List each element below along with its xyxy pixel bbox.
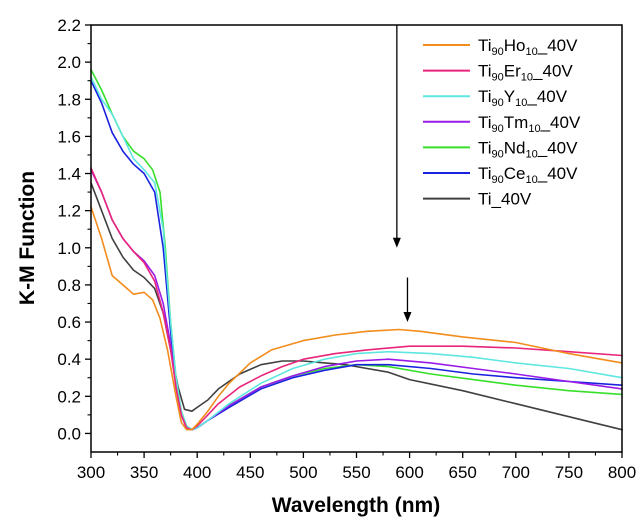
legend-subscript: 10 xyxy=(521,72,533,84)
y-tick-label: 0.2 xyxy=(57,387,81,406)
legend-text-part: Ti xyxy=(478,36,492,55)
x-tick-label: 450 xyxy=(236,463,264,482)
legend-subscript: 90 xyxy=(492,174,504,186)
legend: Ti90Ho10_40VTi90Er10_40VTi90Y10_40VTi90T… xyxy=(423,36,581,209)
arrow-layer xyxy=(392,25,412,323)
axis-layer: 300 350 400 450 500 550 600 650 700 750 800 0.0 0.2 0… xyxy=(57,16,636,482)
annotation-arrow-head-2 xyxy=(403,312,412,323)
legend-subscript: 10 xyxy=(526,46,538,58)
y-tick-label: 0.6 xyxy=(57,313,81,332)
x-tick-label: 350 xyxy=(130,463,158,482)
legend-subscript: 10 xyxy=(526,174,538,186)
legend-text-part: Ti xyxy=(478,87,492,106)
y-tick-label: 1.6 xyxy=(57,127,81,146)
x-tick-label: 650 xyxy=(449,463,477,482)
legend-text-part: Tm xyxy=(504,113,529,132)
legend-text-part: Ti xyxy=(478,164,492,183)
y-tick-label: 2.0 xyxy=(57,53,81,72)
series-layer xyxy=(90,68,623,431)
series-line-2 xyxy=(90,167,623,431)
x-tick-label: 800 xyxy=(608,463,636,482)
y-tick-label: 0.0 xyxy=(57,424,81,443)
legend-text-part: Ti xyxy=(478,113,492,132)
legend-text-part: Ti_40V xyxy=(478,190,532,209)
annotation-arrow-head-1 xyxy=(392,237,401,248)
legend-text-part: _40V xyxy=(540,113,581,132)
legend-text-part: _40V xyxy=(532,62,573,81)
x-tick-label: 500 xyxy=(289,463,317,482)
legend-subscript: 90 xyxy=(492,97,504,109)
legend-text-part: Ti xyxy=(478,138,492,157)
y-tick-label: 1.2 xyxy=(57,202,81,221)
x-tick-label: 750 xyxy=(555,463,583,482)
y-tick-label: 0.4 xyxy=(57,350,81,369)
legend-label-3: Ti90Y10_40V xyxy=(478,87,568,109)
legend-text-part: Ho xyxy=(504,36,526,55)
x-tick-label: 700 xyxy=(502,463,530,482)
y-tick-label: 1.8 xyxy=(57,90,81,109)
legend-text-part: Ce xyxy=(504,164,526,183)
legend-text-part: _40V xyxy=(537,36,578,55)
legend-label-5: Ti90Nd10_40V xyxy=(478,138,578,160)
series-line-7 xyxy=(90,182,623,431)
legend-subscript: 10 xyxy=(528,123,540,135)
legend-label-6: Ti90Ce10_40V xyxy=(478,164,578,186)
legend-text-part: _40V xyxy=(526,87,567,106)
legend-subscript: 90 xyxy=(492,72,504,84)
legend-subscript: 10 xyxy=(515,97,527,109)
y-tick-label: 1.4 xyxy=(57,165,81,184)
legend-text-part: Nd xyxy=(504,138,526,157)
legend-label-1: Ti90Ho10_40V xyxy=(478,36,578,58)
legend-label-2: Ti90Er10_40V xyxy=(478,62,573,84)
legend-text-part: _40V xyxy=(537,138,578,157)
x-tick-label: 300 xyxy=(77,463,105,482)
legend-subscript: 90 xyxy=(492,123,504,135)
legend-subscript: 10 xyxy=(526,148,538,160)
legend-subscript: 90 xyxy=(492,46,504,58)
y-axis-title: K-M Function xyxy=(16,171,39,305)
series-line-4 xyxy=(90,169,623,431)
x-tick-label: 400 xyxy=(183,463,211,482)
legend-label-7: Ti_40V xyxy=(478,190,532,209)
x-axis-title: Wavelength (nm) xyxy=(272,494,440,517)
legend-text-part: Ti xyxy=(478,62,492,81)
y-tick-label: 0.8 xyxy=(57,276,81,295)
y-tick-label: 1.0 xyxy=(57,239,81,258)
legend-text-part: Er xyxy=(504,62,521,81)
legend-label-4: Ti90Tm10_40V xyxy=(478,113,581,135)
legend-text-part: _40V xyxy=(537,164,578,183)
x-tick-label: 600 xyxy=(395,463,423,482)
legend-text-part: Y xyxy=(504,87,515,106)
y-tick-label: 2.2 xyxy=(57,16,81,35)
series-line-1 xyxy=(90,206,623,431)
legend-subscript: 90 xyxy=(492,148,504,160)
x-tick-label: 550 xyxy=(342,463,370,482)
